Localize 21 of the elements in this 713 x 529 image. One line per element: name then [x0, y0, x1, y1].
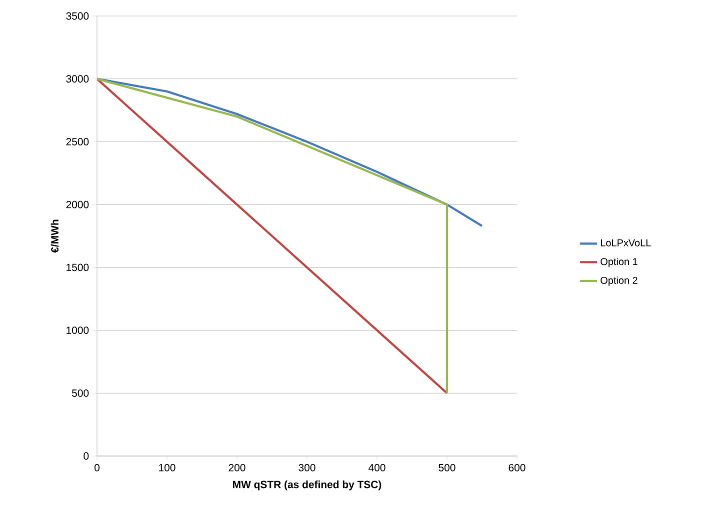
- y-tick-label: 2500: [66, 138, 89, 146]
- legend-label: LoLPxVoLL: [601, 239, 651, 246]
- y-axis-title: €/MWh: [50, 220, 59, 253]
- y-tick-label: 1500: [66, 264, 89, 272]
- x-tick-label: 500: [438, 464, 456, 472]
- y-tick-label: 500: [72, 389, 89, 397]
- y-tick-label: 0: [84, 452, 89, 460]
- x-tick-label: 200: [228, 464, 246, 472]
- line-series: [97, 78, 484, 228]
- x-tick-label: 100: [159, 464, 176, 472]
- y-tick-label: 3500: [66, 12, 89, 20]
- legend-label: Option 1: [600, 258, 638, 268]
- x-tick-label: 0: [94, 464, 100, 472]
- x-tick-label: 400: [368, 464, 386, 472]
- x-tick-label: 300: [298, 464, 316, 472]
- x-tick-label: 600: [508, 464, 526, 472]
- y-tick-label: 3000: [66, 75, 89, 83]
- y-tick-label: 2000: [66, 200, 89, 208]
- y-tick-label: 1000: [66, 326, 89, 334]
- legend-label: Option 2: [600, 276, 638, 286]
- x-axis-title: MW qSTR (as defined by TSC): [233, 480, 382, 490]
